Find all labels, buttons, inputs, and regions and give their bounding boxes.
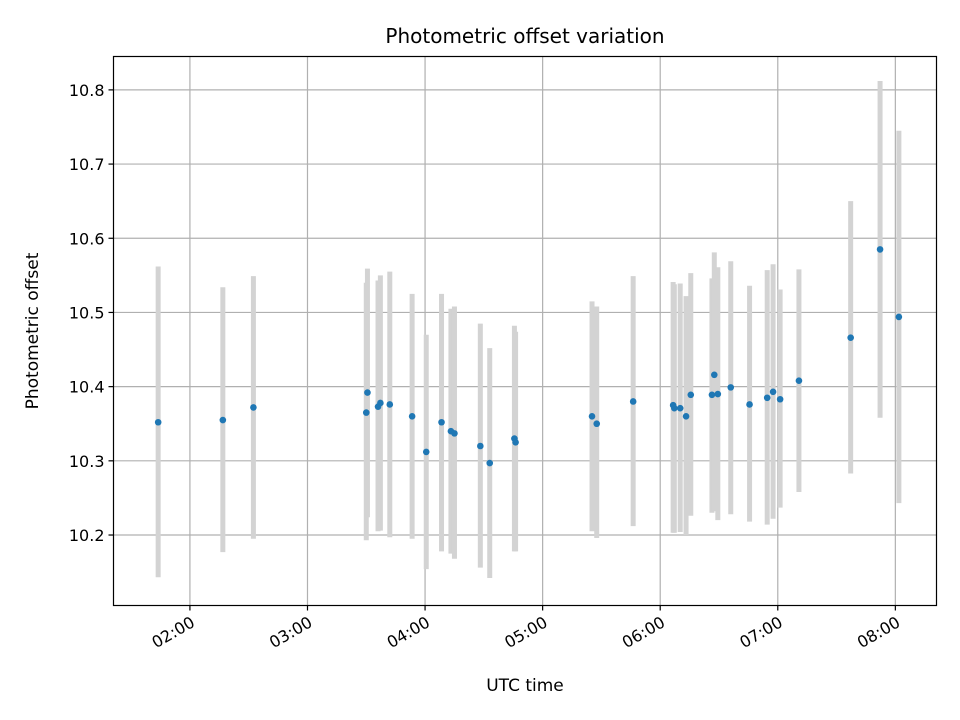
x-axis-title: UTC time <box>486 676 564 696</box>
data-point <box>714 390 722 398</box>
data-point <box>710 371 718 379</box>
y-axis-title: Photometric offset <box>23 252 43 409</box>
data-point <box>219 416 227 424</box>
y-tick-label: 10.7 <box>69 155 105 174</box>
data-point <box>422 448 430 456</box>
data-point <box>776 395 784 403</box>
data-point <box>708 391 716 399</box>
y-tick-label: 10.4 <box>69 378 105 397</box>
plot-frame <box>112 55 938 607</box>
data-point <box>486 459 494 467</box>
data-point <box>671 404 678 412</box>
data-point <box>763 394 771 402</box>
data-point <box>795 377 803 385</box>
data-point <box>588 413 596 420</box>
data-point <box>364 389 371 396</box>
data-point <box>593 420 601 428</box>
y-tick-label: 10.5 <box>69 303 105 322</box>
chart-title: Photometric offset variation <box>385 24 664 48</box>
data-point <box>876 246 884 253</box>
data-point <box>727 384 735 391</box>
data-point <box>438 418 445 426</box>
y-tick-label: 10.3 <box>69 452 105 471</box>
y-tick-label: 10.6 <box>69 229 105 248</box>
data-point <box>377 399 384 407</box>
data-point <box>512 438 519 446</box>
y-tick-label: 10.8 <box>69 81 105 100</box>
data-point <box>250 404 257 411</box>
data-point <box>386 401 394 408</box>
data-point <box>629 398 637 405</box>
data-point <box>769 388 777 396</box>
data-point <box>408 413 416 420</box>
data-points <box>154 246 903 467</box>
y-axis: 10.2 10.3 10.4 10.5 10.6 10.7 10.8 <box>69 81 114 545</box>
data-point <box>451 430 458 437</box>
data-point <box>895 313 903 321</box>
data-point <box>682 413 690 420</box>
data-point <box>676 404 684 412</box>
data-point <box>687 391 695 399</box>
y-tick-label: 10.2 <box>69 526 105 545</box>
data-point <box>477 442 484 450</box>
data-point <box>847 334 854 341</box>
data-point <box>746 401 753 408</box>
data-point <box>154 418 162 426</box>
data-point <box>362 409 370 416</box>
